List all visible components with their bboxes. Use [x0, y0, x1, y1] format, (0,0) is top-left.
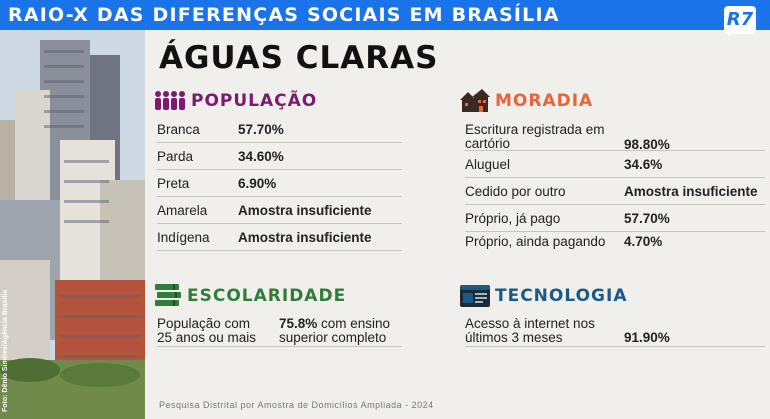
r7-logo[interactable]: R7: [724, 6, 756, 34]
moradia-label: MORADIA: [495, 91, 594, 111]
escolaridade-value: 75.8% com ensino superior completo: [279, 317, 390, 345]
divider: [465, 346, 765, 347]
escolaridade-key-line2: 25 anos ou mais: [157, 330, 257, 345]
table-row: Cedido por outro Amostra insuficiente: [465, 178, 765, 205]
content-area: ÁGUAS CLARAS POPULAÇÃO Branca 57.70% Par…: [145, 30, 770, 419]
row-value: 57.70%: [624, 211, 670, 226]
city-photo: Foto: Dênio Simões/Agência Brasília: [0, 30, 145, 419]
row-key: Cedido por outro: [465, 184, 566, 199]
row-value: 34.60%: [238, 149, 284, 164]
row-value: Amostra insuficiente: [238, 230, 372, 245]
escolaridade-value-rest: com ensino: [317, 316, 391, 331]
tecnologia-header: TECNOLOGIA: [459, 284, 627, 308]
tecnologia-key-line2: últimos 3 meses: [465, 330, 563, 345]
table-row: Escritura registrada em cartório 98.80%: [465, 123, 765, 152]
tecnologia-label: TECNOLOGIA: [495, 286, 628, 306]
page-title: ÁGUAS CLARAS: [159, 40, 439, 76]
logo-tail: [728, 31, 734, 37]
row-value: 6.90%: [238, 176, 277, 191]
tecnologia-value: 91.90%: [624, 330, 670, 345]
row-value: Amostra insuficiente: [624, 184, 758, 199]
populacao-label: POPULAÇÃO: [191, 91, 318, 111]
escolaridade-key-line1: População com: [157, 316, 251, 331]
row-value: 57.70%: [238, 122, 284, 137]
photo-credit: Foto: Dênio Simões/Agência Brasília: [2, 289, 9, 412]
people-icon: [155, 91, 185, 110]
row-key: Próprio, ainda pagando: [465, 234, 606, 249]
table-row: Indígena Amostra insuficiente: [157, 224, 402, 251]
table-row: Parda 34.60%: [157, 143, 402, 170]
buildings-illustration: [0, 30, 145, 419]
row-value: 4.70%: [624, 234, 663, 249]
tecnologia-key-line1: Acesso à internet nos: [465, 316, 595, 331]
table-row: Branca 57.70%: [157, 116, 402, 143]
row-key: Branca: [157, 122, 200, 137]
table-row: Aluguel 34.6%: [465, 151, 765, 178]
row-value: 98.80%: [624, 137, 670, 152]
escolaridade-label: ESCOLARIDADE: [187, 286, 347, 306]
row-key: Aluguel: [465, 157, 511, 172]
table-row: Amarela Amostra insuficiente: [157, 197, 402, 224]
row-key: Indígena: [157, 230, 210, 245]
header-bar: RAIO-X DAS DIFERENÇAS SOCIAIS EM BRASÍLI…: [0, 0, 770, 30]
escolaridade-header: ESCOLARIDADE: [153, 282, 346, 310]
populacao-header: POPULAÇÃO: [153, 90, 317, 112]
row-key: Parda: [157, 149, 194, 164]
row-value: Amostra insuficiente: [238, 203, 372, 218]
row-key: Escritura registrada em cartório: [465, 123, 605, 151]
escolaridade-value-bold: 75.8%: [279, 316, 318, 331]
houses-icon: [460, 89, 490, 112]
row-key-line1: Escritura registrada em: [465, 122, 605, 137]
row-key: Preta: [157, 176, 190, 191]
tecnologia-key: Acesso à internet nos últimos 3 meses: [465, 317, 595, 345]
divider: [157, 346, 402, 347]
table-row: Próprio, já pago 57.70%: [465, 205, 765, 232]
books-icon: [155, 284, 181, 306]
moradia-header: MORADIA: [459, 88, 593, 114]
table-row: Próprio, ainda pagando 4.70%: [465, 228, 765, 255]
row-value: 34.6%: [624, 157, 663, 172]
escolaridade-key: População com 25 anos ou mais: [157, 317, 256, 345]
table-row: Preta 6.90%: [157, 170, 402, 197]
source-note: Pesquisa Distrital por Amostra de Domicí…: [159, 400, 434, 410]
escolaridade-value-line2: superior completo: [279, 330, 387, 345]
row-key: Amarela: [157, 203, 208, 218]
row-key-line2: cartório: [465, 136, 511, 151]
row-key: Próprio, já pago: [465, 211, 561, 226]
browser-icon: [460, 285, 490, 307]
header-title: RAIO-X DAS DIFERENÇAS SOCIAIS EM BRASÍLI…: [8, 4, 560, 26]
